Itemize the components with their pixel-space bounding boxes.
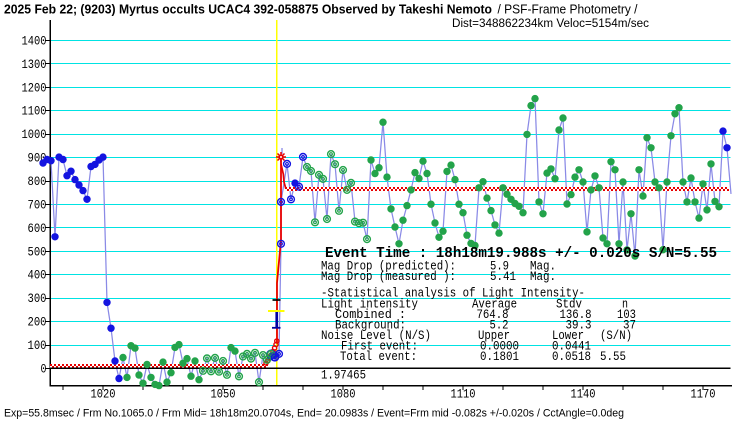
svg-text:0.0518: 0.0518 bbox=[552, 349, 591, 364]
svg-text:37: 37 bbox=[623, 318, 636, 333]
svg-text:(S/N): (S/N) bbox=[600, 328, 632, 343]
svg-text:39.3: 39.3 bbox=[566, 318, 592, 333]
svg-text:1400: 1400 bbox=[22, 34, 47, 48]
svg-text:Mag.: Mag. bbox=[530, 259, 556, 274]
svg-text:5.2: 5.2 bbox=[490, 318, 509, 333]
svg-text:764.8: 764.8 bbox=[477, 307, 509, 322]
svg-text:600: 600 bbox=[28, 222, 47, 236]
svg-text:1000: 1000 bbox=[22, 128, 47, 142]
svg-text:2025 Feb 22; (9203) Myrtus occ: 2025 Feb 22; (9203) Myrtus occults UCAC4… bbox=[4, 3, 492, 17]
svg-text:1110: 1110 bbox=[451, 388, 476, 402]
svg-text:1080: 1080 bbox=[331, 388, 356, 402]
svg-text:1140: 1140 bbox=[571, 388, 596, 402]
svg-text:1200: 1200 bbox=[22, 81, 47, 95]
svg-text:136.8: 136.8 bbox=[560, 307, 592, 322]
svg-text:1100: 1100 bbox=[22, 105, 47, 119]
svg-text:Noise Level (N/S): Noise Level (N/S) bbox=[321, 328, 431, 343]
svg-text:1300: 1300 bbox=[22, 58, 47, 72]
svg-text:0.0441: 0.0441 bbox=[552, 339, 591, 354]
svg-text:0.1801: 0.1801 bbox=[480, 349, 519, 364]
svg-text:103: 103 bbox=[617, 307, 636, 322]
svg-text:Average: Average bbox=[472, 297, 517, 312]
svg-text:Background:: Background: bbox=[335, 318, 406, 333]
svg-text:/ PSF-Frame Photometry /: / PSF-Frame Photometry / bbox=[498, 3, 638, 17]
svg-text:Dist=348862234km Veloc=5154m/s: Dist=348862234km Veloc=5154m/sec bbox=[452, 16, 649, 30]
svg-text:500: 500 bbox=[28, 245, 47, 259]
svg-text:400: 400 bbox=[28, 269, 47, 283]
svg-text:300: 300 bbox=[28, 292, 47, 306]
svg-text:5.9: 5.9 bbox=[490, 259, 509, 274]
svg-text:Exp=55.8msec / Frm No.1065.0 /: Exp=55.8msec / Frm No.1065.0 / Frm Mid= … bbox=[4, 408, 624, 420]
svg-text:1020: 1020 bbox=[91, 388, 116, 402]
svg-text:1050: 1050 bbox=[211, 388, 236, 402]
svg-text:5.55: 5.55 bbox=[600, 349, 626, 364]
svg-text:Mag Drop (predicted):: Mag Drop (predicted): bbox=[321, 259, 456, 274]
svg-text:Event Time : 18h18m19.988s +/: Event Time : 18h18m19.988s +/- 0.020s S/… bbox=[325, 246, 717, 262]
svg-text:Stdv: Stdv bbox=[556, 297, 582, 312]
svg-text:-Statistical analysis of Light: -Statistical analysis of Light Intensity… bbox=[321, 286, 585, 301]
svg-text:Upper: Upper bbox=[478, 328, 510, 343]
svg-text:700: 700 bbox=[28, 198, 47, 212]
svg-text:Lower: Lower bbox=[552, 328, 584, 343]
svg-text:Combined :: Combined : bbox=[335, 307, 406, 322]
svg-text:Mag Drop (measured ):: Mag Drop (measured ): bbox=[321, 269, 456, 284]
svg-text:800: 800 bbox=[28, 175, 47, 189]
svg-text:0: 0 bbox=[41, 362, 47, 376]
svg-text:5.41: 5.41 bbox=[490, 269, 516, 284]
svg-text:0.0000: 0.0000 bbox=[480, 339, 519, 354]
svg-text:Mag.: Mag. bbox=[530, 269, 556, 284]
svg-text:1.97465: 1.97465 bbox=[321, 368, 366, 383]
svg-text:1170: 1170 bbox=[691, 388, 716, 402]
svg-text:100: 100 bbox=[28, 339, 47, 353]
svg-text:Total event:: Total event: bbox=[340, 349, 417, 364]
svg-text:Light intensity: Light intensity bbox=[321, 297, 418, 312]
svg-text:First event:: First event: bbox=[341, 339, 418, 354]
svg-text:n: n bbox=[622, 297, 628, 312]
svg-text:200: 200 bbox=[28, 316, 47, 330]
